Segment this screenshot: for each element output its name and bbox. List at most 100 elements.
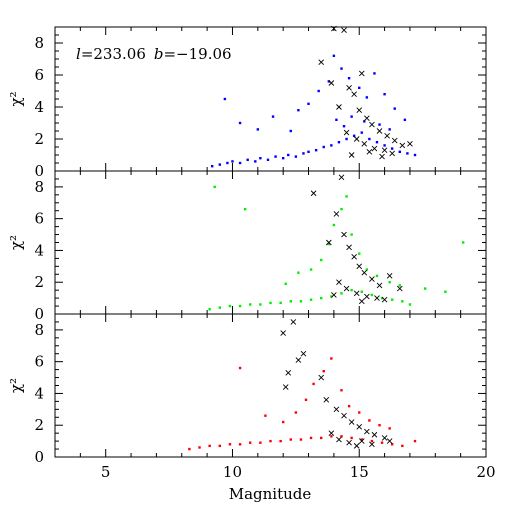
data-point-top-s0-48 [342,125,346,128]
data-cross-middle-s1-17 [374,295,380,301]
data-point-top-s0-21 [360,131,363,134]
data-cross-bottom-s1-3 [300,350,307,357]
data-point-middle-s0-6 [269,301,272,305]
data-point-top-s0-24 [383,144,386,147]
annotation-l-value: =233.06 [81,45,146,63]
y-tick-label-top-8: 8 [34,34,44,52]
data-point-bottom-s0-21 [401,444,404,448]
data-point-middle-s0-5 [259,303,262,306]
y-tick-label-top-6: 6 [34,66,44,84]
data-point-middle-s0-37 [461,241,465,244]
data-point-middle-s0-11 [320,296,323,300]
data-point-middle-s0-8 [289,300,292,303]
data-point-top-s0-47 [335,118,338,121]
data-point-bottom-s0-7 [259,441,262,444]
y-axis-label-bottom: χ² [7,378,25,393]
data-point-top-s0-23 [375,141,379,144]
data-point-bottom-s0-11 [299,438,303,441]
data-cross-middle-s1-7 [356,263,363,270]
data-point-top-s0-9 [274,155,277,158]
data-point-bottom-s0-26 [304,398,308,401]
data-point-middle-s0-28 [332,223,336,227]
data-cross-bottom-s1-18 [369,441,375,448]
data-point-top-s0-20 [352,134,356,137]
panel-frame-bottom [54,313,487,458]
data-cross-top-s1-16 [343,129,350,136]
data-point-top-s0-44 [383,93,386,96]
data-point-top-s0-2 [226,161,229,165]
data-point-middle-s0-35 [388,281,391,284]
y-tick-label-top-2: 2 [34,130,44,148]
data-point-top-s0-38 [332,54,336,57]
annotation-l-symbol: l [76,45,81,63]
data-cross-bottom-s1-11 [356,423,363,430]
data-point-top-s0-42 [365,96,369,99]
data-point-middle-s0-17 [380,296,384,300]
x-tick-label-15: 15 [350,463,369,481]
data-point-middle-s0-22 [243,207,247,211]
data-point-bottom-s0-12 [309,436,313,440]
data-point-bottom-s0-8 [269,439,272,443]
data-point-top-s0-28 [413,153,417,157]
data-point-bottom-s0-31 [347,404,351,408]
data-cross-bottom-s1-14 [381,435,388,441]
data-cross-top-s1-8 [358,70,365,77]
panel-bottom: 0 2 4 6 8 χ² 5 10 15 20 [7,313,496,481]
data-cross-top-s1-1 [328,80,335,86]
data-point-top-s0-3 [231,160,234,163]
data-point-top-s0-17 [330,144,333,147]
data-point-bottom-s0-5 [238,443,242,446]
data-point-middle-s0-16 [370,293,374,297]
data-point-top-s0-39 [340,67,343,70]
data-point-middle-s0-15 [360,290,363,293]
data-point-top-s0-19 [345,137,348,141]
data-point-middle-s0-38 [444,290,447,293]
data-cross-top-s1-0 [318,59,325,66]
data-cross-bottom-s1-0 [280,330,286,336]
y-tick-label-bottom-6: 6 [34,353,44,371]
annotation-text: l=233.06 b=−19.06 [76,45,232,63]
data-cross-bottom-s1-7 [323,396,330,403]
data-cross-middle-s1-13 [336,279,342,286]
data-point-top-s0-49 [350,115,353,118]
panel-top: 0 2 4 6 8 χ² [7,25,487,180]
data-point-bottom-s0-6 [249,441,252,444]
data-point-middle-s0-36 [398,284,401,287]
y-tick-label-middle-8: 8 [34,178,44,196]
data-point-bottom-s0-16 [350,436,353,440]
data-point-top-s0-22 [368,137,371,141]
data-cross-bottom-s1-16 [346,439,352,446]
data-cross-middle-s1-5 [346,244,352,251]
data-point-top-s0-41 [358,86,361,89]
data-cross-middle-s1-8 [361,269,368,276]
data-point-top-s0-7 [259,157,262,160]
data-cross-middle-s1-3 [338,174,345,181]
data-cross-top-s1-19 [371,145,378,152]
data-point-top-s0-37 [327,80,331,83]
data-point-top-s0-50 [363,120,366,123]
data-point-middle-s0-34 [375,274,379,278]
x-tick-label-10: 10 [223,463,242,481]
data-cross-bottom-s1-19 [328,430,335,436]
data-point-middle-s0-32 [358,252,361,255]
data-point-middle-s0-7 [279,301,282,305]
y-tick-label-middle-4: 4 [34,241,44,259]
data-point-top-s0-5 [246,158,249,161]
data-point-middle-s0-25 [309,268,313,271]
data-point-bottom-s0-17 [360,438,363,441]
data-point-top-s0-45 [393,107,396,110]
data-point-top-s0-16 [322,145,325,149]
panels: 0 2 4 6 8 χ² 0 2 4 6 8 χ² 0 2 4 6 8 χ² 5 10 15 20 [7,25,496,481]
data-point-middle-s0-10 [309,298,313,301]
data-point-top-s0-33 [289,129,292,133]
data-point-top-s0-30 [238,121,242,125]
y-tick-label-bottom-4: 4 [34,384,44,402]
data-cross-bottom-s1-12 [364,428,370,435]
data-point-bottom-s0-3 [218,444,221,448]
data-point-bottom-s0-14 [330,435,333,438]
data-point-top-s0-4 [238,161,242,165]
data-cross-top-s1-23 [366,148,373,155]
data-point-middle-s0-26 [320,258,323,262]
data-point-bottom-s0-33 [368,419,371,422]
